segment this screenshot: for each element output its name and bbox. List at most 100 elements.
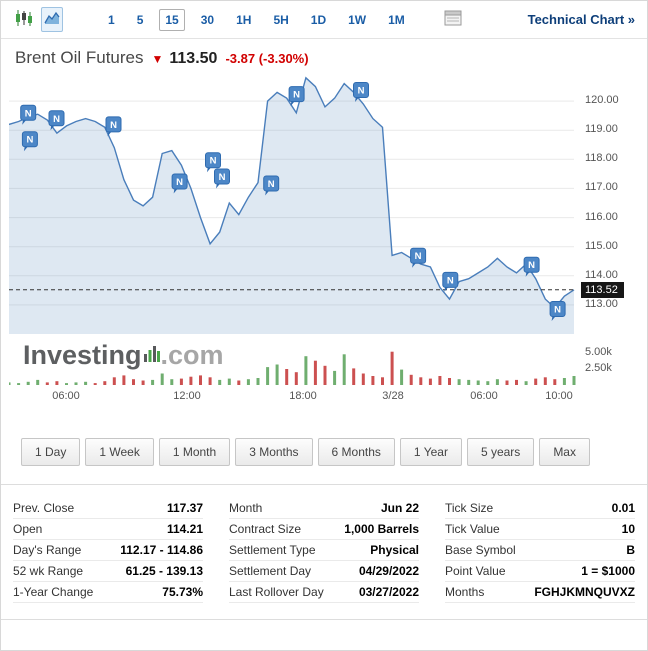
news-marker[interactable] (549, 301, 566, 317)
volume-bar (467, 379, 471, 385)
news-marker[interactable] (214, 168, 230, 185)
info-label: Month (229, 501, 263, 515)
news-marker[interactable] (263, 175, 280, 192)
volume-bar (294, 372, 298, 385)
volume-bar (352, 368, 356, 385)
volume-bar (65, 383, 68, 385)
info-row: Prev. Close 117.37 (13, 498, 203, 519)
volume-bar (304, 356, 308, 385)
volume-bar (17, 383, 21, 385)
info-row: Open 114.21 (13, 519, 203, 540)
info-row: Tick Value 10 (445, 519, 635, 540)
volume-bar (208, 377, 212, 385)
price-change: -3.87 (-3.30%) (225, 51, 309, 66)
y-axis: 113.52 120.00 119.00 118.00 117.00 116.00 115… (581, 72, 639, 408)
news-marker-letter: N (219, 172, 226, 183)
indicator-panel-button[interactable] (442, 7, 464, 32)
volume-bar (189, 376, 193, 385)
range-button-5-years[interactable]: 5 years (466, 438, 535, 466)
instrument-header: Brent Oil Futures ▼ 113.50 -3.87 (-3.30%… (1, 39, 647, 70)
news-marker-letter: N (528, 260, 535, 271)
news-marker[interactable] (523, 256, 540, 273)
info-row: Tick Size 0.01 (445, 498, 635, 519)
interval-button-1D[interactable]: 1D (305, 9, 332, 31)
volume-bar (534, 378, 538, 385)
news-marker-letter: N (447, 275, 454, 286)
info-label: 1-Year Change (13, 585, 94, 599)
volume-bar (515, 379, 518, 385)
interval-button-1M[interactable]: 1M (382, 9, 411, 31)
range-button-6-months[interactable]: 6 Months (317, 438, 395, 466)
news-marker[interactable] (171, 173, 188, 190)
interval-button-30[interactable]: 30 (195, 9, 220, 31)
volume-bar (572, 376, 576, 385)
range-button-group: 1 Day 1 Week 1 Month 3 Months 6 Months 1 Year… (1, 408, 647, 466)
info-label: 52 wk Range (13, 564, 84, 578)
time-axis-label: 3/28 (382, 390, 404, 402)
info-row: 52 wk Range 61.25 - 139.13 (13, 561, 203, 582)
range-button-1-day[interactable]: 1 Day (21, 438, 81, 466)
interval-group: 1 5 15 30 1H 5H 1D 1W 1M (97, 8, 416, 31)
news-marker-letter: N (26, 135, 33, 146)
news-marker[interactable] (442, 271, 459, 288)
volume-bar (218, 379, 222, 385)
volume-bar (112, 377, 116, 385)
info-label: Settlement Type (229, 543, 316, 557)
volume-bar (505, 380, 509, 385)
range-button-1-week[interactable]: 1 Week (85, 438, 154, 466)
volume-bar (160, 373, 164, 385)
news-marker[interactable] (353, 82, 369, 98)
interval-button-1W[interactable]: 1W (342, 9, 372, 31)
price-axis-label: 114.00 (585, 269, 618, 281)
volume-bar (543, 377, 547, 385)
volume-bar (122, 375, 126, 385)
volume-bar (361, 373, 365, 385)
news-marker[interactable] (410, 247, 427, 264)
news-marker[interactable] (48, 110, 65, 127)
info-label: Months (445, 585, 485, 599)
interval-button-15[interactable]: 15 (159, 8, 185, 31)
volume-bar (93, 383, 97, 385)
interval-button-5[interactable]: 5 (131, 9, 150, 31)
volume-bar (524, 381, 528, 385)
price-line (9, 76, 575, 309)
volume-bar (371, 376, 375, 385)
volume-bar (562, 378, 566, 385)
news-marker-letter: N (415, 251, 422, 262)
volume-bar (419, 377, 423, 385)
range-button-3-months[interactable]: 3 Months (235, 438, 313, 466)
news-marker[interactable] (288, 86, 305, 103)
area-chart-type-button[interactable] (41, 7, 63, 32)
news-marker[interactable] (21, 131, 38, 148)
news-marker[interactable] (105, 116, 122, 133)
volume-bar (266, 367, 270, 385)
news-marker[interactable] (20, 104, 37, 121)
price-area-fill (9, 77, 574, 335)
time-axis-label: 06:00 (470, 390, 498, 402)
interval-button-1H[interactable]: 1H (230, 9, 257, 31)
technical-chart-link[interactable]: Technical Chart » (527, 11, 635, 27)
volume-bar (409, 374, 413, 385)
info-table: Prev. Close 117.37 Open 114.21 Day's Range 11… (1, 485, 647, 603)
info-value: B (626, 543, 635, 557)
bottom-divider (1, 619, 647, 620)
range-button-1-year[interactable]: 1 Year (399, 438, 462, 466)
interval-button-1[interactable]: 1 (102, 9, 121, 31)
price-axis-label: 119.00 (585, 123, 618, 135)
volume-bar (74, 382, 78, 385)
interval-button-5H[interactable]: 5H (267, 9, 294, 31)
candlestick-chart-type-button[interactable] (13, 7, 35, 32)
info-row: Last Rollover Day 03/27/2022 (229, 582, 419, 603)
range-button-max[interactable]: Max (539, 438, 590, 466)
news-marker[interactable] (205, 152, 221, 169)
range-button-1-month[interactable]: 1 Month (158, 438, 231, 466)
info-value: 114.21 (166, 522, 203, 536)
area-chart-icon (44, 10, 60, 29)
volume-bar (476, 380, 480, 385)
info-row: Point Value 1 = $1000 (445, 561, 635, 582)
volume-bar (26, 381, 30, 385)
info-column-3: Tick Size 0.01 Tick Value 10 Base Symbol B Poi… (445, 498, 635, 603)
info-value: 75.73% (162, 585, 203, 599)
